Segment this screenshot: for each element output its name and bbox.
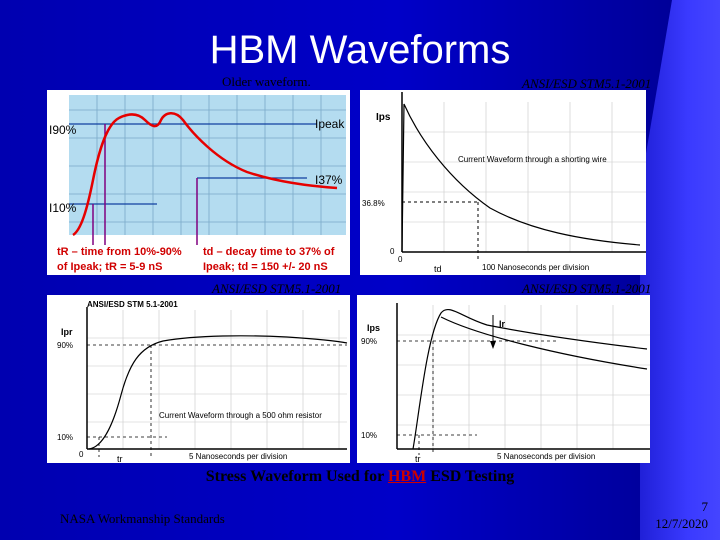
waveform-curve <box>88 335 348 450</box>
bottom-left-standard-label: ANSI/ESD STM5.1-2001 <box>212 281 342 296</box>
slide-title: HBM Waveforms <box>209 28 511 72</box>
ips-label: Ips <box>376 112 391 123</box>
slide-date: 12/7/2020 <box>655 516 708 531</box>
axis-caption: 5 Nanoseconds per division <box>497 452 595 461</box>
caption-suffix: ESD Testing <box>426 468 515 485</box>
axis-caption: 5 Nanoseconds per division <box>189 452 287 461</box>
bottom-right-standard-label: ANSI/ESD STM5.1-2001 <box>522 281 652 296</box>
origin-label: 0 <box>398 255 403 264</box>
tr-label: tr <box>117 454 123 463</box>
ipr-label: Ipr <box>61 327 73 337</box>
ips-label: Ips <box>367 323 380 333</box>
tr-top-label: Ir <box>499 319 506 329</box>
curve-caption: Current Waveform through a 500 ohm resis… <box>159 411 322 420</box>
p10-label: 10% <box>361 431 377 440</box>
td-description-line2: Ipeak; td = 150 +/- 20 nS <box>203 261 328 273</box>
i90-label: I90% <box>49 123 77 137</box>
td-label: td <box>434 264 442 274</box>
zero-label: 0 <box>390 247 395 256</box>
ipeak-label: Ipeak <box>315 117 345 131</box>
older-waveform-panel: I90% I10% Ipeak I37% tR – time from 10%-… <box>47 90 350 275</box>
slide-caption: Stress Waveform Used for HBM ESD Testing <box>0 468 720 486</box>
slide-number-block: 7 12/7/2020 <box>655 498 708 532</box>
zero-label: 0 <box>79 450 84 459</box>
waveform-curve-upper <box>412 308 648 450</box>
rise-waveform-panel: Ips 90% 10% tr Ir 5 Nanoseconds per divi… <box>357 295 650 463</box>
tr-description-line2: of Ipeak; tR = 5-9 nS <box>57 261 162 273</box>
shorting-wire-panel: Ips 36.8% 0 0 td Current Waveform throug… <box>360 90 646 275</box>
curve-caption: Current Waveform through a shorting wire <box>458 155 607 164</box>
tr-description-line1: tR – time from 10%-90% <box>57 246 182 258</box>
plot-area <box>69 95 346 235</box>
older-waveform-label: Older waveform. <box>222 74 311 89</box>
p90-label: 90% <box>57 341 73 350</box>
i10-label: I10% <box>49 201 77 215</box>
top-right-standard-label: ANSI/ESD STM5.1-2001 <box>522 76 652 91</box>
resistor-waveform-panel: ANSI/ESD STM 5.1-2001 Ipr 90% 10% 0 tr C… <box>47 295 350 463</box>
p10-label: 10% <box>57 433 73 442</box>
caption-prefix: Stress Waveform Used for <box>205 468 388 485</box>
i37-label: I37% <box>315 173 343 187</box>
ir-arrow-head <box>490 341 496 349</box>
axis-caption: 100 Nanoseconds per division <box>482 263 589 272</box>
p90-label: 90% <box>361 337 377 346</box>
percent-label: 36.8% <box>362 199 385 208</box>
waveform-curve-lower <box>440 316 648 370</box>
td-description-line1: td – decay time to 37% of <box>203 246 335 258</box>
footer-text: NASA Workmanship Standards <box>60 511 225 526</box>
decay-curve <box>401 103 641 253</box>
panel-header: ANSI/ESD STM 5.1-2001 <box>87 300 178 309</box>
hbm-link[interactable]: HBM <box>387 468 427 485</box>
page-number: 7 <box>701 499 709 514</box>
tr-bottom-label: tr <box>415 454 421 463</box>
waveform-curve <box>72 112 338 237</box>
